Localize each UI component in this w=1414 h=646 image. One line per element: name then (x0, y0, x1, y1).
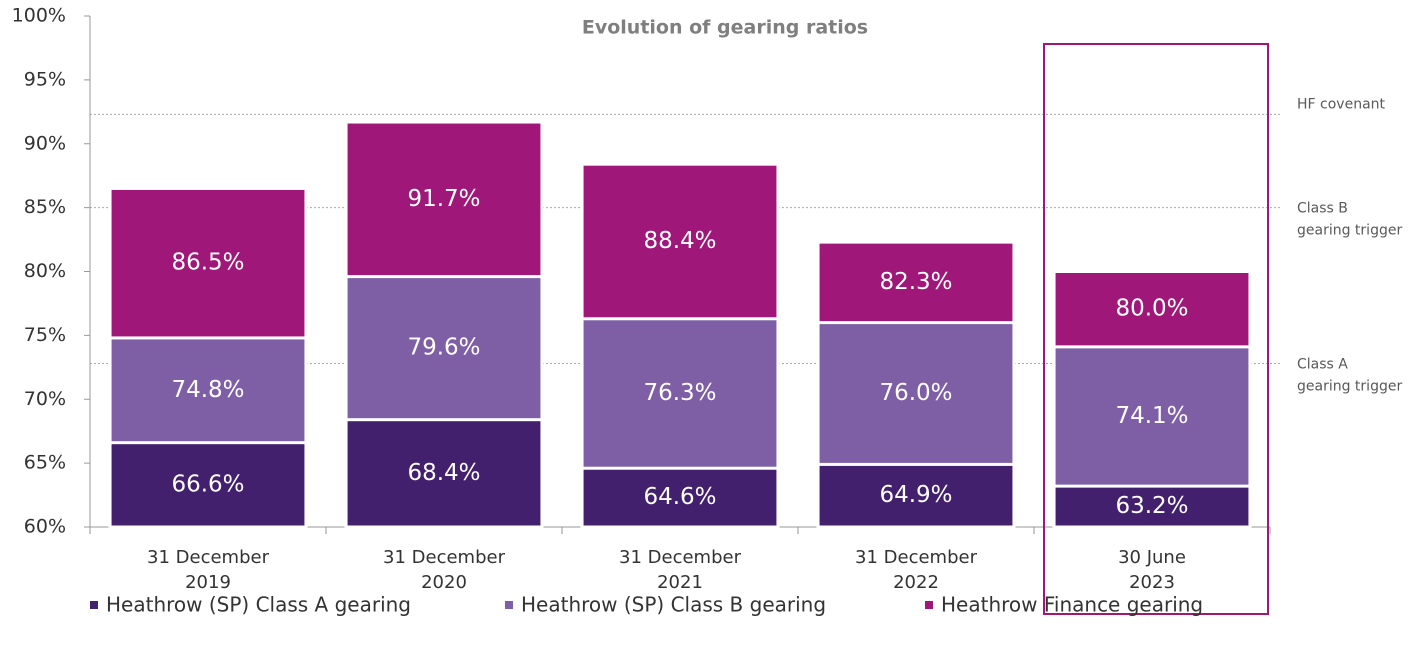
x-tick-label: 31 December (855, 547, 978, 568)
legend-swatch (925, 601, 933, 609)
legend-label: Heathrow Finance gearing (941, 593, 1203, 617)
value-label: 82.3% (879, 269, 952, 295)
x-tick-label: 30 June (1118, 547, 1186, 568)
legend-swatch (90, 601, 98, 609)
y-tick-label: 100% (12, 5, 66, 27)
reference-label: HF covenant (1297, 96, 1386, 112)
x-tick-label: 2020 (421, 572, 467, 593)
x-tick-label: 31 December (383, 547, 506, 568)
value-label: 74.1% (1115, 403, 1188, 429)
reference-label: Class B (1297, 201, 1348, 217)
reference-label: gearing trigger (1297, 223, 1402, 239)
value-label: 86.5% (171, 250, 244, 276)
value-label: 88.4% (643, 228, 716, 254)
value-label: 66.6% (171, 471, 244, 497)
x-tick-label: 2021 (657, 572, 703, 593)
chart-title: Evolution of gearing ratios (582, 17, 868, 39)
bar (108, 441, 308, 529)
x-tick-label: 2022 (893, 572, 939, 593)
legend-label: Heathrow (SP) Class B gearing (521, 593, 826, 617)
value-label: 68.4% (407, 460, 480, 486)
value-label: 64.6% (643, 484, 716, 510)
bar (344, 418, 544, 529)
x-tick-label: 2019 (185, 572, 231, 593)
value-label: 63.2% (1115, 493, 1188, 519)
y-tick-label: 75% (24, 324, 66, 346)
y-tick-label: 90% (24, 132, 66, 154)
value-label: 79.6% (407, 335, 480, 361)
highlight-box (1043, 43, 1269, 615)
x-tick-label: 2023 (1129, 572, 1175, 593)
bar (580, 466, 780, 529)
x-tick-label: 31 December (619, 547, 742, 568)
y-tick-label: 70% (24, 388, 66, 410)
y-tick-label: 80% (24, 260, 66, 282)
legend-label: Heathrow (SP) Class A gearing (106, 593, 411, 617)
y-tick-label: 65% (24, 452, 66, 474)
legend-swatch (505, 601, 513, 609)
x-tick-label: 31 December (147, 547, 270, 568)
value-label: 76.0% (879, 380, 952, 406)
value-label: 64.9% (879, 482, 952, 508)
value-label: 74.8% (171, 377, 244, 403)
y-tick-label: 95% (24, 68, 66, 90)
bar (1052, 484, 1252, 529)
value-label: 91.7% (407, 186, 480, 212)
reference-label: Class A (1297, 356, 1348, 372)
value-label: 80.0% (1115, 296, 1188, 322)
reference-label: gearing trigger (1297, 378, 1402, 394)
y-tick-label: 60% (24, 516, 66, 538)
value-label: 76.3% (643, 380, 716, 406)
bar (816, 462, 1016, 529)
y-tick-label: 85% (24, 196, 66, 218)
